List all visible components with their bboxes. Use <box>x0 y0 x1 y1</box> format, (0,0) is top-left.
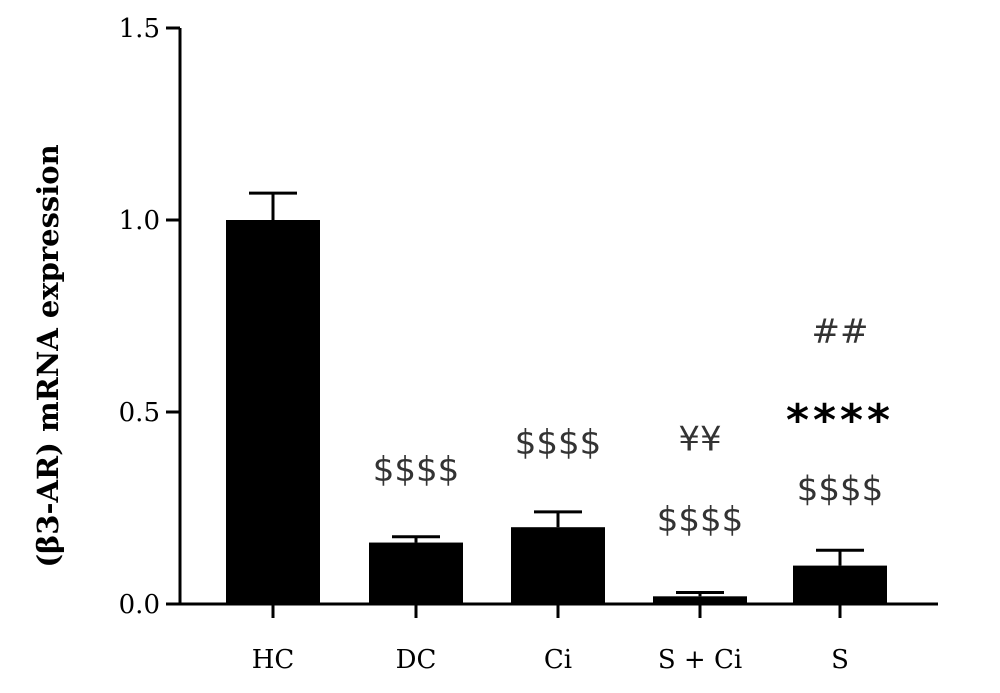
bars <box>226 220 887 604</box>
significance-stars: **** <box>786 395 894 446</box>
x-tick-label: S + Ci <box>658 645 742 675</box>
x-tick-label: Ci <box>544 645 572 675</box>
y-tick-labels: 0.0 0.5 1.0 1.5 <box>119 14 160 620</box>
significance-marker: $$$$ <box>373 450 460 490</box>
significance-marker: $$$$ <box>657 500 744 540</box>
x-tick-label: S <box>831 645 849 675</box>
x-tick-labels: HC DC Ci S + Ci S <box>252 645 849 675</box>
significance-marker: ## <box>812 312 869 352</box>
y-tick-label: 0.0 <box>119 590 160 620</box>
significance-marker: $$$$ <box>797 469 884 509</box>
x-tick-label: DC <box>396 645 437 675</box>
x-tick-label: HC <box>252 645 295 675</box>
y-tick-label: 0.5 <box>119 398 160 428</box>
y-tick-label: 1.0 <box>119 206 160 236</box>
significance-marker: ¥¥ <box>678 419 721 459</box>
annotations: $$$$ $$$$ $$$$ ¥¥ $$$$ **** ## <box>373 312 894 540</box>
bar <box>369 542 463 604</box>
bar <box>226 220 320 604</box>
bar <box>793 565 887 604</box>
bar <box>653 596 747 604</box>
significance-marker: $$$$ <box>515 423 602 463</box>
error-bars <box>249 191 864 597</box>
y-axis-label: (β3-AR) mRNA expression <box>31 144 65 567</box>
y-tick-label: 1.5 <box>119 14 160 44</box>
bar <box>511 527 605 604</box>
